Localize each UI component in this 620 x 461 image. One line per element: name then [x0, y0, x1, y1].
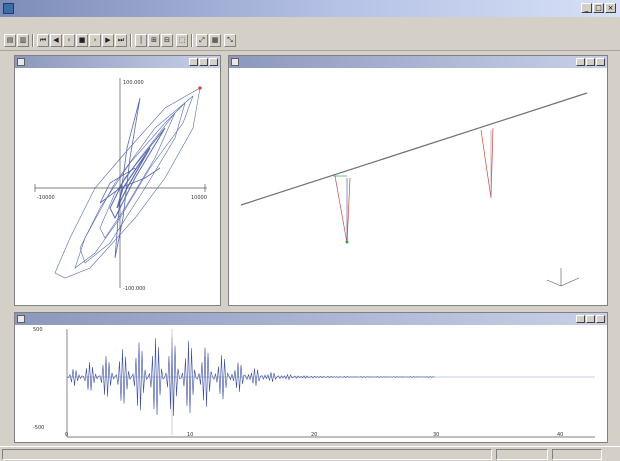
panel-maximize-button[interactable] — [586, 315, 595, 323]
status-message — [2, 449, 492, 460]
panel-close-button[interactable] — [209, 58, 218, 66]
rewind-icon[interactable]: ⏮ — [37, 34, 49, 47]
open-file-icon[interactable]: ▤ — [4, 34, 16, 47]
panel-maximize-button[interactable] — [199, 58, 208, 66]
y-tick-max: 100.000 — [123, 80, 144, 86]
view3d-panel — [228, 55, 608, 306]
view3d-panel-titlebar — [229, 56, 607, 68]
x-tick: 20 — [311, 432, 317, 438]
toolbar-separator — [191, 34, 193, 47]
x-tick: 30 — [433, 432, 439, 438]
document-icon — [17, 315, 25, 323]
timehistory-panel: 500 -500 0 10 20 30 40 — [14, 312, 608, 443]
panel-minimize-button[interactable] — [576, 58, 585, 66]
x-tick: 40 — [557, 432, 563, 438]
x-tick-max: 10000 — [191, 195, 207, 201]
panel-close-button[interactable] — [596, 315, 605, 323]
save-icon[interactable]: ▥ — [17, 34, 29, 47]
menu-bar — [0, 17, 620, 31]
status-field-2 — [552, 449, 602, 460]
minimize-button[interactable]: _ — [581, 3, 592, 13]
panel-minimize-button[interactable] — [576, 315, 585, 323]
zoom-box-icon[interactable]: ⬚ — [176, 34, 188, 47]
zoom-fit-icon[interactable]: ⊞ — [148, 34, 160, 47]
reset-view-icon[interactable]: ⤡ — [224, 34, 236, 47]
grid-icon[interactable]: ▦ — [209, 34, 221, 47]
title-bar: _ □ × — [0, 0, 620, 17]
toolbar: ▤ ▥ ⏮ ◀ ‹ ■ › ▶ ⏭ │ ⊞ ⊟ ⬚ ⤢ ▦ ⤡ — [0, 31, 620, 51]
close-button[interactable]: × — [605, 3, 616, 13]
time-history-plot[interactable]: 500 -500 0 10 20 30 40 — [15, 325, 607, 442]
hysteresis-panel-titlebar — [15, 56, 220, 68]
toolbar-separator — [32, 34, 34, 47]
play-icon[interactable]: ▶ — [102, 34, 114, 47]
frame-back-icon[interactable]: ‹ — [63, 34, 75, 47]
bridge-deck — [240, 92, 588, 206]
maximize-button[interactable]: □ — [593, 3, 604, 13]
hysteresis-panel: -10000 10000 100.000 -100.000 — [14, 55, 221, 306]
waveform-trace — [66, 337, 435, 417]
fast-forward-icon[interactable]: ⏭ — [115, 34, 127, 47]
document-icon — [17, 58, 25, 66]
pier-left — [333, 175, 351, 244]
structure-3d-view[interactable] — [229, 68, 607, 305]
zoom-out-icon[interactable]: ⊟ — [161, 34, 173, 47]
panel-maximize-button[interactable] — [586, 58, 595, 66]
x-tick: 0 — [65, 432, 68, 438]
panel-close-button[interactable] — [596, 58, 605, 66]
app-icon — [3, 3, 14, 14]
axis-icon[interactable]: ⤢ — [196, 34, 208, 47]
y-tick-min: -100.000 — [123, 286, 145, 292]
status-field-1 — [496, 449, 548, 460]
panel-minimize-button[interactable] — [189, 58, 198, 66]
status-bar — [0, 446, 620, 461]
x-tick: 10 — [187, 432, 193, 438]
toolbar-separator — [130, 34, 132, 47]
cursor-icon[interactable]: │ — [135, 34, 147, 47]
y-tick-min: -500 — [33, 425, 44, 431]
hysteresis-loops — [54, 87, 201, 279]
frame-forward-icon[interactable]: › — [89, 34, 101, 47]
timehistory-panel-titlebar — [15, 313, 607, 325]
document-icon — [231, 58, 239, 66]
stop-icon[interactable]: ■ — [76, 34, 88, 47]
current-point-marker — [198, 86, 202, 90]
step-back-icon[interactable]: ◀ — [50, 34, 62, 47]
hysteresis-plot[interactable]: -10000 10000 100.000 -100.000 — [15, 68, 220, 305]
y-tick-max: 500 — [33, 327, 43, 333]
axis-triad-icon — [546, 268, 580, 287]
pier-right — [480, 127, 494, 199]
x-tick-min: -10000 — [37, 195, 55, 201]
